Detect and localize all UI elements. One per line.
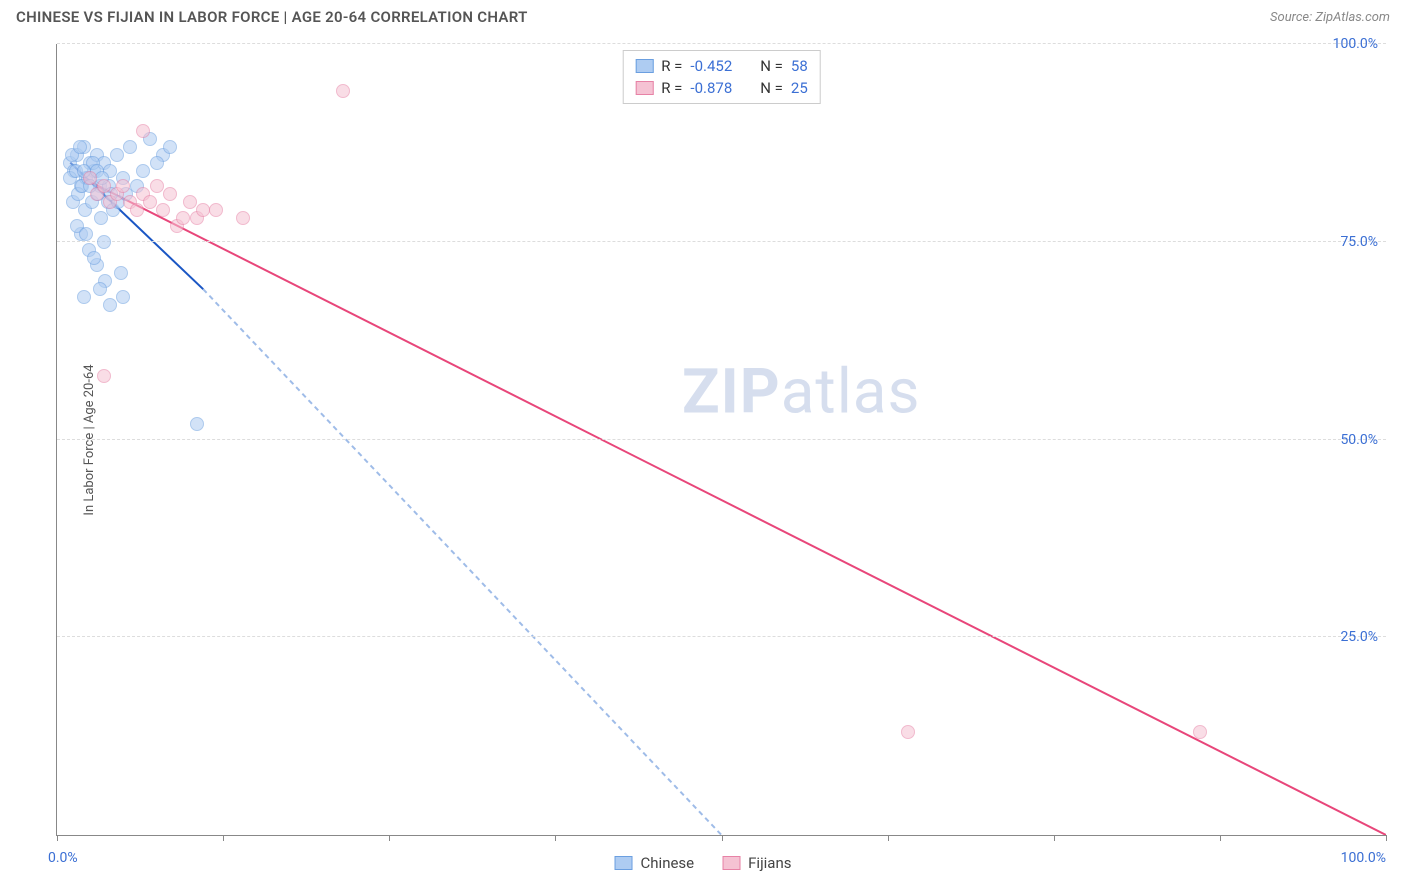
watermark: ZIPatlas [682,356,921,429]
legend-row: R = -0.452 N = 58 [635,55,808,77]
x-axis-max-label: 100.0% [1341,850,1386,866]
data-point [116,179,130,193]
data-point [87,251,101,265]
y-tick-label: 100.0% [1333,36,1378,52]
x-tick [1220,835,1221,841]
data-point [143,195,157,209]
chart-title: CHINESE VS FIJIAN IN LABOR FORCE | AGE 2… [16,8,528,26]
x-tick [1386,835,1387,841]
data-point [1193,725,1207,739]
data-point [163,140,177,154]
legend-item: Fijians [722,854,791,872]
n-value: 58 [791,57,808,75]
series-legend: Chinese Fijians [615,854,792,872]
x-axis-min-label: 0.0% [48,850,78,866]
correlation-legend: R = -0.452 N = 58 R = -0.878 N = 25 [622,50,821,104]
legend-label: Fijians [748,854,791,872]
gridline [57,636,1386,637]
data-point [93,282,107,296]
legend-swatch [635,59,653,73]
plot-region: ZIPatlas R = -0.452 N = 58 R = -0.878 N = 25 25… [56,44,1386,836]
data-point [73,140,87,154]
data-point [114,266,128,280]
chart-area: In Labor Force | Age 20-64 ZIPatlas R =-… [48,44,1386,836]
data-point [136,164,150,178]
data-point [901,725,915,739]
x-tick [1054,835,1055,841]
data-point [209,203,223,217]
x-tick [223,835,224,841]
source-attribution: Source: ZipAtlas.com [1270,10,1390,25]
data-point [116,290,130,304]
data-point [97,235,111,249]
data-point [196,203,210,217]
data-point [110,148,124,162]
n-label: N = [760,57,783,75]
watermark-bold: ZIP [682,356,781,429]
r-label: R = [661,57,682,75]
x-tick [389,835,390,841]
data-point [97,369,111,383]
data-point [77,290,91,304]
data-point [236,211,250,225]
watermark-rest: atlas [781,356,921,429]
x-tick [57,835,58,841]
r-value: -0.878 [690,79,732,97]
data-point [176,211,190,225]
data-point [123,140,137,154]
trendlines-svg [57,44,1386,835]
r-value: -0.452 [690,57,732,75]
data-point [150,156,164,170]
gridline [57,439,1386,440]
n-label: N = [760,79,783,97]
y-tick-label: 25.0% [1340,629,1378,645]
legend-swatch [635,81,653,95]
r-label: R = [661,79,682,97]
data-point [79,227,93,241]
legend-swatch [615,856,633,870]
data-point [190,417,204,431]
x-tick [722,835,723,841]
data-point [83,171,97,185]
n-value: 25 [791,79,808,97]
data-point [130,203,144,217]
data-point [150,179,164,193]
data-point [183,195,197,209]
trendline [203,289,721,835]
data-point [136,124,150,138]
data-point [156,203,170,217]
legend-row: R = -0.878 N = 25 [635,77,808,99]
legend-swatch [722,856,740,870]
gridline [57,241,1386,242]
y-tick-label: 75.0% [1340,234,1378,250]
data-point [163,187,177,201]
legend-label: Chinese [641,854,695,872]
data-point [103,298,117,312]
gridline [57,43,1386,44]
chart-header: CHINESE VS FIJIAN IN LABOR FORCE | AGE 2… [0,0,1406,30]
trendline [84,178,1386,835]
x-tick [555,835,556,841]
y-tick-label: 50.0% [1340,432,1378,448]
data-point [97,179,111,193]
x-tick [888,835,889,841]
data-point [336,84,350,98]
legend-item: Chinese [615,854,695,872]
